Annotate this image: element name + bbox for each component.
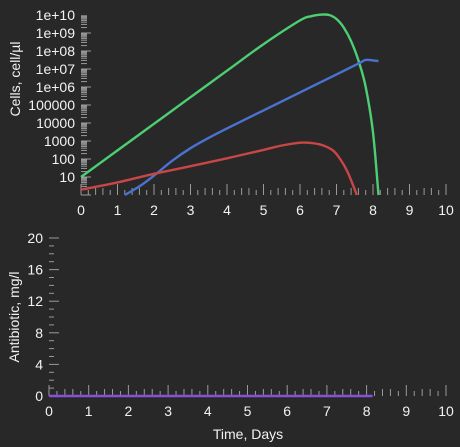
y-tick-label: 10 <box>59 169 75 185</box>
antibiotic-y-tick-labels: 0 4 8 12 16 20 <box>27 230 43 404</box>
cells-y-tick-labels: 10 100 1000 10000 100000 1e+06 1e+07 1e+08 1e+09… <box>28 7 75 185</box>
cells-series <box>80 13 380 197</box>
cells-x-minor-ticks <box>80 184 447 195</box>
cells-chart: 101001000100001000001e+061e+071e+081e+09… <box>7 7 454 218</box>
y-tick-label: 4 <box>35 356 43 372</box>
y-tick-label: 1e+08 <box>36 43 76 59</box>
cells-y-axis-title: Cells, cell/µl <box>7 42 23 117</box>
x-tick-label: 3 <box>187 202 195 218</box>
cells-series-line-0 <box>80 13 380 196</box>
x-tick-label: 5 <box>244 403 252 419</box>
y-tick-label: 10000 <box>36 115 75 131</box>
y-tick-label: 20 <box>27 230 43 246</box>
x-tick-label: 0 <box>77 202 85 218</box>
x-tick-label: 1 <box>114 202 122 218</box>
x-tick-label: 6 <box>296 202 304 218</box>
x-tick-label: 8 <box>369 202 377 218</box>
x-tick-label: 2 <box>125 403 133 419</box>
antibiotic-y-axis-title: Antibiotic, mg/l <box>6 271 22 362</box>
y-tick-label: 100000 <box>28 97 75 113</box>
x-tick-label: 8 <box>363 403 371 419</box>
antibiotic-x-minor-ticks <box>48 385 447 396</box>
x-tick-label: 7 <box>323 403 331 419</box>
x-tick-label: 1 <box>85 403 93 419</box>
x-tick-label: 4 <box>204 403 212 419</box>
x-tick-label: 2 <box>150 202 158 218</box>
cells-series-line-1 <box>124 58 379 197</box>
antibiotic-x-tick-labels: 0 1 2 3 4 5 6 7 8 9 10 <box>45 403 454 419</box>
x-tick-label: 5 <box>260 202 268 218</box>
x-tick-label: 0 <box>45 403 53 419</box>
y-tick-label: 1000 <box>44 133 75 149</box>
x-tick-label: 6 <box>283 403 291 419</box>
y-tick-label: 1e+07 <box>36 61 76 77</box>
cells-y-ticks <box>81 15 91 196</box>
x-tick-label: 9 <box>406 202 414 218</box>
antibiotic-x-axis-title: Time, Days <box>213 426 283 442</box>
y-tick-label: 8 <box>35 325 43 341</box>
y-tick-label: 12 <box>27 293 43 309</box>
y-tick-label: 0 <box>35 388 43 404</box>
y-tick-label: 16 <box>27 262 43 278</box>
cells-x-tick-labels: 0 1 2 3 4 5 6 7 8 9 10 <box>77 202 454 218</box>
antibiotic-y-ticks <box>49 237 59 397</box>
x-tick-label: 10 <box>438 202 454 218</box>
x-tick-label: 3 <box>164 403 172 419</box>
x-tick-label: 7 <box>333 202 341 218</box>
y-tick-label: 1e+10 <box>36 7 76 23</box>
cells-series-line-2 <box>80 141 358 196</box>
y-tick-label: 100 <box>52 151 76 167</box>
x-tick-label: 4 <box>223 202 231 218</box>
x-tick-label: 9 <box>402 403 410 419</box>
y-tick-label: 1e+09 <box>36 25 76 41</box>
y-tick-label: 1e+06 <box>36 79 76 95</box>
x-tick-label: 10 <box>438 403 454 419</box>
